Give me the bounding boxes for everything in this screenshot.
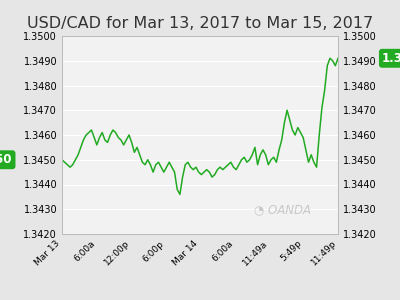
Text: 1.3450: 1.3450 <box>0 153 12 166</box>
Title: USD/CAD for Mar 13, 2017 to Mar 15, 2017: USD/CAD for Mar 13, 2017 to Mar 15, 2017 <box>27 16 373 31</box>
Text: ◔ OANDA: ◔ OANDA <box>254 204 311 217</box>
Text: 1.3491: 1.3491 <box>382 52 400 65</box>
